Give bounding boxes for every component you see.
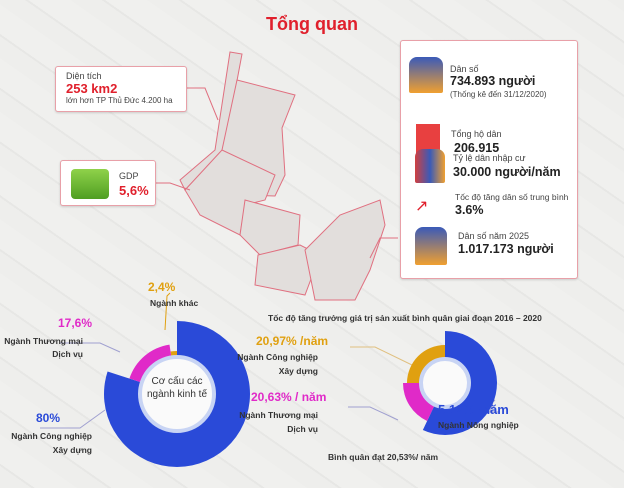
stat-label: Tổng hộ dân xyxy=(451,129,502,139)
chart1-label-trade: Ngành Thương mại xyxy=(4,336,83,346)
chart1-label-industry-pct: 80% xyxy=(36,411,61,425)
population-card: Dân số 734.893 người (Thống kê đến 31/12… xyxy=(400,40,578,279)
chart1-label-other: Ngành khác xyxy=(150,298,199,308)
chart1-slice-1 xyxy=(129,344,172,383)
chart2-title: Tốc độ tăng trưởng giá trị sản xuất bình… xyxy=(268,313,542,323)
stat-value: 30.000 người/năm xyxy=(453,165,561,179)
migrants-icon xyxy=(415,149,445,183)
chart2-label-trade-pct: 20,63% / năm xyxy=(251,390,327,404)
stat-label: Tỷ lệ dân nhập cư xyxy=(453,153,526,163)
stat-value: 3.6% xyxy=(455,203,484,217)
gdp-label: GDP xyxy=(119,171,139,181)
chart2-slice-2 xyxy=(407,345,445,383)
chart1-label-industry: Ngành Công nghiệp xyxy=(11,431,92,441)
gdp-value: 5,6% xyxy=(119,183,149,198)
area-value: 253 km2 xyxy=(66,81,118,96)
chart2-label-agri: Ngành Nông nghiệp xyxy=(438,420,519,430)
chart1-center-title: Cơ cấu các ngành kinh tế xyxy=(146,376,208,400)
chart2-slice-1 xyxy=(403,383,435,422)
money-icon xyxy=(71,169,109,199)
chart1-slice-0 xyxy=(104,321,251,467)
stat-label: Tốc độ tăng dân số trung bình xyxy=(455,192,569,202)
area-note: lớn hơn TP Thủ Đức 4.200 ha xyxy=(66,96,173,105)
chart1-label-other-pct: 2,4% xyxy=(148,280,176,294)
people-icon xyxy=(409,57,443,93)
area-label: Diện tích xyxy=(66,71,102,81)
chart2-label-industry-2: Xây dựng xyxy=(278,366,318,376)
chart2-label-agri-pct: 5,12% /năm xyxy=(438,402,509,417)
people-icon xyxy=(415,227,447,265)
stat-label: Dân số năm 2025 xyxy=(458,231,530,241)
chart2-center xyxy=(419,357,471,409)
page-title: Tổng quan xyxy=(266,14,358,34)
chart2-label-trade-2: Dịch vụ xyxy=(287,424,318,434)
chart1-label-industry-2: Xây dựng xyxy=(52,445,92,455)
chart1-label-trade-pct: 17,6% xyxy=(58,316,93,330)
chart1-label-trade-2: Dịch vụ xyxy=(52,349,83,359)
stat-value: 1.017.173 người xyxy=(458,242,554,256)
chart1-center xyxy=(138,355,216,433)
trend-up-icon: ↗ xyxy=(415,198,429,215)
stat-value: 206.915 xyxy=(454,141,500,155)
area-card: Diện tích 253 km2 lớn hơn TP Thủ Đức 4.2… xyxy=(55,66,187,112)
chart2-slice-0 xyxy=(422,331,498,436)
stat-value: 734.893 người xyxy=(450,74,536,88)
chart2-label-industry-pct: 20,97% /năm xyxy=(256,334,329,348)
chart2-label-trade: Ngành Thương mại xyxy=(239,410,318,420)
stat-note: (Thống kê đến 31/12/2020) xyxy=(450,90,547,99)
gdp-card: GDP 5,6% xyxy=(60,160,156,206)
chart2-footer: Bình quân đạt 20,53%/ năm xyxy=(328,452,439,462)
chart2-label-industry: Ngành Công nghiệp xyxy=(237,352,318,362)
stat-label: Dân số xyxy=(450,64,479,74)
